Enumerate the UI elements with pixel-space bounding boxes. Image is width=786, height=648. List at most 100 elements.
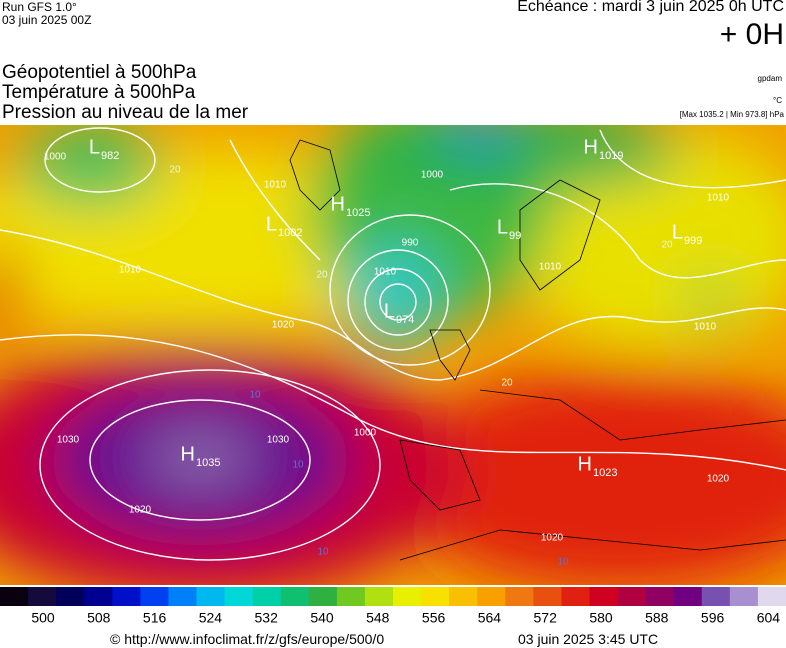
color-swatch [112, 587, 141, 606]
center-value: 1035 [196, 457, 220, 469]
color-swatch [28, 587, 57, 606]
isobar-label: 1020 [707, 474, 730, 485]
run: Run GFS 1.0° [2, 0, 77, 14]
center-value: 1025 [346, 207, 370, 219]
colorbar-label: 548 [366, 610, 390, 626]
color-swatch [56, 587, 85, 606]
isobar-label: 1020 [129, 505, 152, 516]
field: Température à 500hPa [2, 82, 196, 103]
center-letter: H [181, 443, 195, 465]
isobar-label: 1010 [374, 267, 397, 278]
colorbar-label: 540 [310, 610, 334, 626]
colorbar-label: 604 [757, 610, 781, 626]
center-letter: H [331, 193, 345, 215]
isobar-label: 1000 [421, 170, 444, 181]
color-swatch [224, 587, 254, 606]
lead-time: + 0H [719, 18, 784, 51]
colorbar-label: 508 [87, 610, 111, 626]
color-swatch [364, 587, 394, 606]
isobar-label: 1010 [119, 265, 142, 276]
color-swatch [561, 587, 590, 606]
center-value: 1023 [593, 467, 617, 479]
temperature-label: 20 [661, 240, 673, 251]
color-swatch [645, 587, 675, 606]
color-swatch [140, 587, 169, 606]
color-swatch [729, 587, 759, 606]
pressure-range: [Max 1035.2 | Min 973.8] hPa [679, 110, 784, 119]
forecast: Echéance : mardi 3 juin 2025 0h UTC [517, 0, 784, 15]
center-value: 982 [101, 150, 119, 162]
color-swatch [673, 587, 703, 606]
color-swatch [252, 587, 282, 606]
center-letter: L [672, 221, 683, 243]
color-swatch [477, 587, 506, 606]
color-swatch [168, 587, 197, 606]
center-value: 1019 [599, 150, 623, 162]
center-letter: H [584, 136, 598, 158]
temperature-label: 10 [292, 460, 304, 471]
temperature-label: 20 [316, 270, 328, 281]
color-swatch [84, 587, 113, 606]
color-swatch [0, 587, 29, 606]
color-swatch [449, 587, 478, 606]
colorbar-label: 596 [701, 610, 725, 626]
temperature-label: 10 [557, 557, 569, 568]
temperature-label: 20 [501, 378, 513, 389]
coastlines [289, 139, 786, 561]
colorbar-label: 516 [143, 610, 167, 626]
isobar-label: 1000 [44, 152, 67, 163]
color-swatch [701, 587, 731, 606]
colorbar-label: 500 [31, 610, 55, 626]
center-letter: L [497, 216, 508, 238]
isobar-label: 1020 [272, 320, 295, 331]
center-letter: L [384, 300, 395, 322]
colorbar-label: 580 [589, 610, 613, 626]
center-value: 999 [684, 235, 702, 247]
colorbar-label: 572 [534, 610, 558, 626]
color-swatch [308, 587, 338, 606]
unit: gpdam [757, 74, 782, 83]
center-value: 974 [396, 314, 414, 326]
colorbar-label: 588 [645, 610, 669, 626]
colorbar-label: 564 [478, 610, 502, 626]
isobar-label: 1010 [707, 193, 730, 204]
color-swatch [196, 587, 226, 606]
isobar-label: 1030 [57, 435, 80, 446]
center-letter: L [266, 213, 277, 235]
colorbar-label: 532 [255, 610, 279, 626]
color-swatch [336, 587, 366, 606]
color-swatch [533, 587, 562, 606]
unit: °C [773, 96, 782, 105]
temperature-label: 10 [317, 547, 329, 558]
isobar-label: 1010 [694, 322, 717, 333]
colorbar-label: 524 [199, 610, 223, 626]
field: Pression au niveau de la mer [2, 102, 249, 123]
color-swatch [393, 587, 422, 606]
run-date: 03 juin 2025 00Z [2, 13, 92, 27]
color-swatch [280, 587, 310, 606]
color-swatch [421, 587, 450, 606]
color-swatch [617, 587, 647, 606]
center-letter: H [578, 453, 592, 475]
colorbar-label: 556 [422, 610, 446, 626]
color-swatch [505, 587, 534, 606]
color-swatch [589, 587, 619, 606]
isobar-label: 990 [402, 238, 419, 249]
isobar-label: 1000 [354, 428, 377, 439]
source: © http://www.infoclimat.fr/z/gfs/europe/… [110, 631, 385, 647]
temperature-label: 20 [169, 165, 181, 176]
isobar-label: 1010 [539, 262, 562, 273]
center-letter: L [89, 136, 100, 158]
color-swatch [757, 587, 786, 606]
isobar-label: 1020 [541, 533, 564, 544]
isobars [0, 127, 786, 561]
field: Géopotentiel à 500hPa [2, 62, 197, 83]
isobar-label: 1010 [264, 180, 287, 191]
temperature-label: 10 [249, 390, 261, 401]
center-value: 1002 [278, 227, 302, 239]
center-value: 99 [509, 230, 521, 242]
colorbar: 500 508 516 524 532 540 548 556 564 572 580 588 596 6… [0, 587, 786, 626]
